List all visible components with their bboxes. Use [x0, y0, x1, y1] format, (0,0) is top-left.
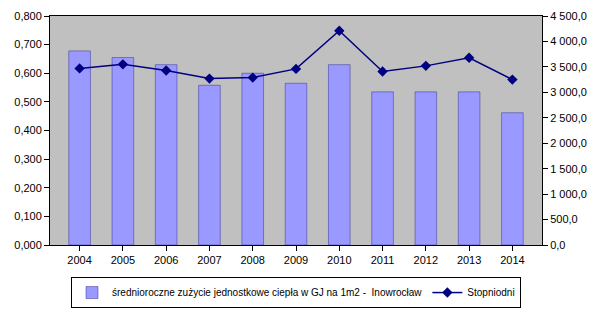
svg-text:3 500,0: 3 500,0 — [550, 61, 587, 73]
svg-text:0,000: 0,000 — [14, 239, 42, 251]
svg-text:2004: 2004 — [67, 254, 91, 266]
svg-text:0,700: 0,700 — [14, 38, 42, 50]
svg-text:0,500: 0,500 — [14, 96, 42, 108]
svg-text:2007: 2007 — [197, 254, 221, 266]
svg-text:2011: 2011 — [371, 254, 395, 266]
svg-text:2010: 2010 — [327, 254, 351, 266]
svg-text:0,100: 0,100 — [14, 210, 42, 222]
svg-text:2013: 2013 — [457, 254, 481, 266]
svg-text:2005: 2005 — [111, 254, 135, 266]
svg-text:0,0: 0,0 — [550, 239, 565, 251]
svg-text:2012: 2012 — [414, 254, 438, 266]
svg-text:2014: 2014 — [500, 254, 524, 266]
svg-text:500,0: 500,0 — [550, 213, 578, 225]
svg-text:2006: 2006 — [154, 254, 178, 266]
svg-text:1 000,0: 1 000,0 — [550, 188, 587, 200]
svg-text:średnioroczne zużycie jednostk: średnioroczne zużycie jednostkowe ciepła… — [112, 287, 422, 298]
svg-text:2 500,0: 2 500,0 — [550, 112, 587, 124]
svg-text:3 000,0: 3 000,0 — [550, 86, 587, 98]
svg-text:0,600: 0,600 — [14, 67, 42, 79]
svg-text:1 500,0: 1 500,0 — [550, 163, 587, 175]
svg-text:0,300: 0,300 — [14, 153, 42, 165]
svg-text:4 000,0: 4 000,0 — [550, 35, 587, 47]
svg-text:Stopniodni: Stopniodni — [467, 287, 514, 298]
svg-text:0,200: 0,200 — [14, 182, 42, 194]
svg-text:2 000,0: 2 000,0 — [550, 137, 587, 149]
svg-text:0,800: 0,800 — [14, 10, 42, 22]
svg-text:4 500,0: 4 500,0 — [550, 10, 587, 22]
svg-text:0,400: 0,400 — [14, 124, 42, 136]
svg-text:2009: 2009 — [284, 254, 308, 266]
svg-text:2008: 2008 — [240, 254, 264, 266]
